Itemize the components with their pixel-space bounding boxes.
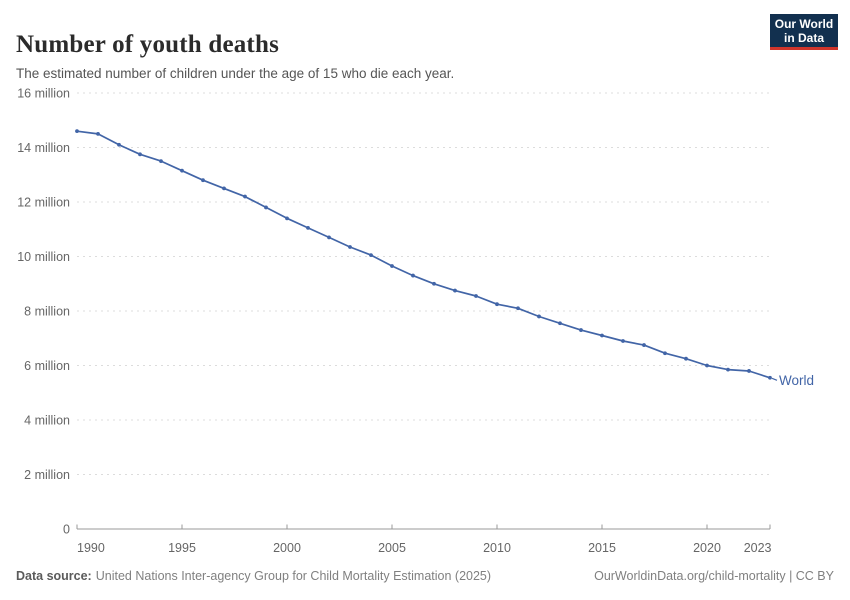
x-axis-label: 2000	[273, 541, 301, 555]
y-axis-label: 0	[63, 523, 70, 537]
data-point-marker[interactable]	[96, 131, 100, 136]
data-point-marker[interactable]	[663, 351, 667, 356]
data-point-marker[interactable]	[684, 356, 688, 361]
y-axis-label: 4 million	[24, 414, 70, 428]
data-point-marker[interactable]	[726, 367, 730, 372]
x-axis-label: 1990	[77, 541, 105, 555]
data-point-marker[interactable]	[474, 294, 478, 298]
data-point-marker[interactable]	[495, 302, 499, 307]
data-source: Data source: United Nations Inter-agency …	[16, 569, 491, 583]
y-axis-label: 10 million	[17, 250, 70, 264]
y-axis-label: 16 million	[17, 87, 70, 101]
x-axis-label: 2015	[588, 541, 616, 555]
data-point-marker[interactable]	[747, 369, 751, 373]
data-point-marker[interactable]	[558, 321, 562, 326]
x-axis-label: 1995	[168, 541, 196, 555]
owid-logo[interactable]: Our World in Data	[770, 14, 838, 50]
x-axis-label: 2005	[378, 541, 406, 555]
data-point-marker[interactable]	[705, 363, 709, 368]
page-title: Number of youth deaths	[16, 30, 279, 58]
data-point-marker[interactable]	[159, 159, 163, 164]
y-axis-label: 2 million	[24, 468, 70, 482]
data-point-marker[interactable]	[432, 281, 436, 286]
owid-url-license[interactable]: OurWorldinData.org/child-mortality | CC …	[594, 569, 834, 583]
data-point-marker[interactable]	[201, 178, 205, 183]
data-point-marker[interactable]	[600, 333, 604, 338]
data-point-marker[interactable]	[390, 264, 394, 268]
owid-logo-line2: in Data	[783, 30, 824, 45]
y-axis-label: 12 million	[17, 196, 70, 210]
data-source-label: Data source:	[16, 569, 92, 583]
world-series-line[interactable]	[76, 130, 771, 379]
data-point-marker[interactable]	[768, 375, 772, 380]
x-axis-label: 2010	[483, 541, 511, 555]
data-point-marker[interactable]	[264, 205, 268, 210]
data-point-marker[interactable]	[180, 168, 184, 173]
data-point-marker[interactable]	[327, 235, 331, 240]
data-point-marker[interactable]	[117, 142, 121, 147]
x-axis-label: 2020	[693, 541, 721, 555]
y-axis-label: 6 million	[24, 359, 70, 373]
data-point-marker[interactable]	[411, 273, 415, 278]
data-point-marker[interactable]	[243, 194, 247, 199]
data-point-marker[interactable]	[453, 288, 457, 293]
y-axis-label: 8 million	[24, 305, 70, 319]
legend-connector	[771, 377, 778, 381]
series-label-world: World	[779, 373, 814, 388]
owid-logo-line1: Our World	[774, 16, 834, 31]
data-point-marker[interactable]	[516, 306, 520, 311]
data-point-marker[interactable]	[369, 253, 373, 258]
chart-footer: Data source: United Nations Inter-agency …	[16, 566, 834, 586]
data-point-marker[interactable]	[138, 152, 142, 157]
data-point-marker[interactable]	[642, 343, 646, 347]
data-point-marker[interactable]	[222, 186, 226, 191]
data-point-marker[interactable]	[579, 328, 583, 332]
data-point-marker[interactable]	[537, 314, 541, 319]
data-source-text: United Nations Inter-agency Group for Ch…	[95, 569, 492, 583]
chart-subtitle: The estimated number of children under t…	[16, 65, 455, 81]
data-point-marker[interactable]	[75, 129, 79, 134]
data-point-marker[interactable]	[306, 225, 310, 230]
y-axis-label: 14 million	[17, 141, 70, 155]
data-point-marker[interactable]	[348, 245, 352, 249]
data-point-marker[interactable]	[621, 339, 625, 343]
x-axis-label: 2023	[744, 541, 772, 555]
data-point-marker[interactable]	[285, 216, 289, 221]
